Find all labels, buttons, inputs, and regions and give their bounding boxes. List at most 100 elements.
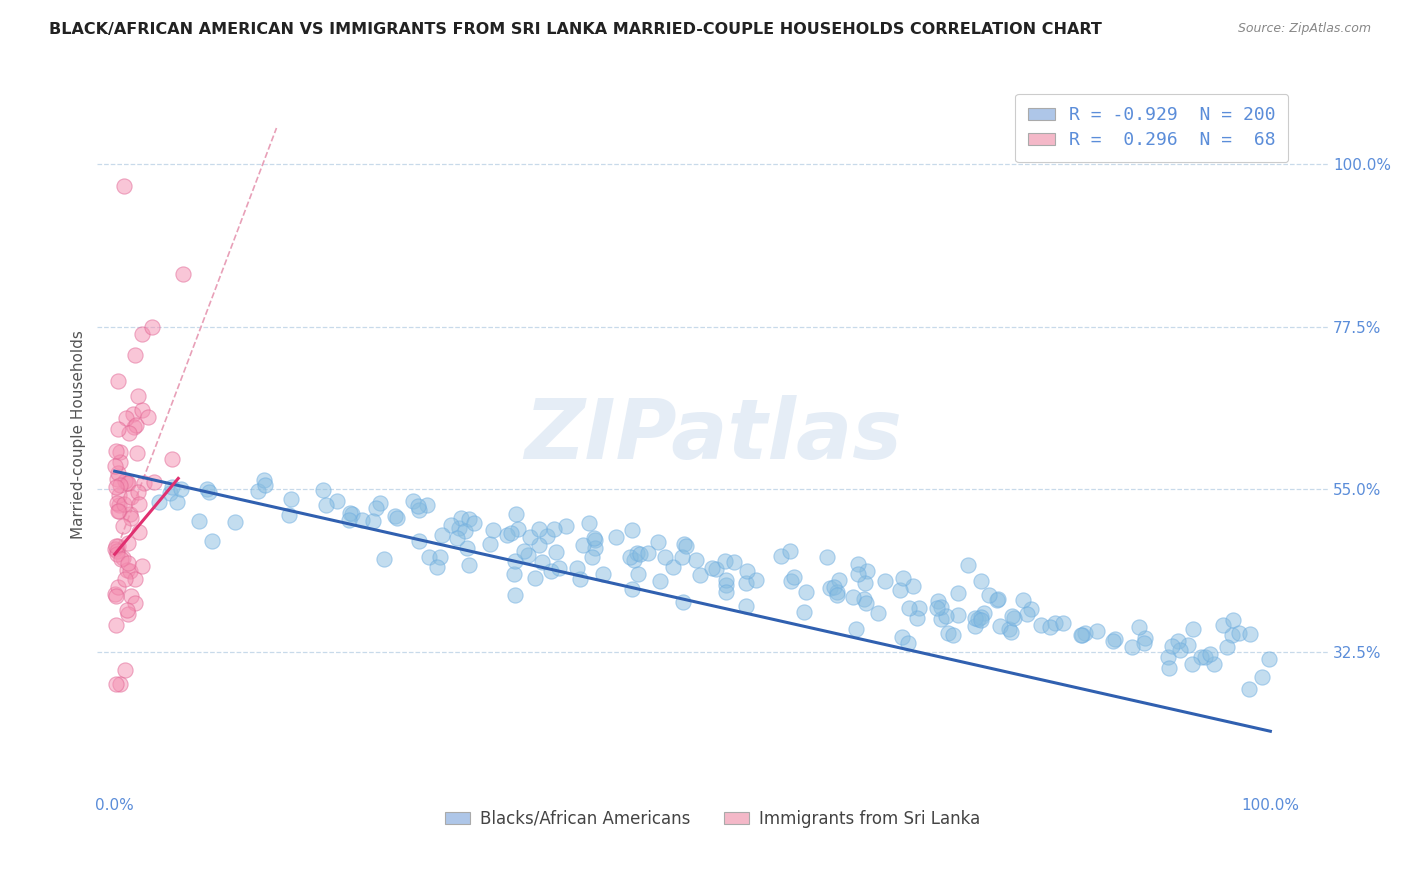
- Point: [1031, 618, 1053, 632]
- Point: [988, 619, 1011, 633]
- Point: [1135, 632, 1157, 646]
- Point: [519, 530, 541, 544]
- Point: [408, 533, 430, 548]
- Point: [114, 572, 136, 586]
- Point: [890, 630, 912, 644]
- Point: [195, 483, 218, 497]
- Point: [1132, 636, 1154, 650]
- Point: [496, 527, 519, 541]
- Point: [956, 558, 979, 572]
- Point: [671, 549, 693, 564]
- Point: [970, 609, 993, 624]
- Point: [503, 566, 526, 581]
- Point: [794, 585, 817, 599]
- Point: [311, 483, 333, 498]
- Point: [478, 537, 501, 551]
- Point: [1070, 627, 1092, 641]
- Point: [457, 558, 479, 572]
- Point: [578, 516, 600, 530]
- Point: [734, 599, 756, 613]
- Point: [111, 551, 134, 566]
- Point: [873, 574, 896, 589]
- Point: [415, 498, 437, 512]
- Point: [253, 478, 276, 492]
- Point: [503, 588, 526, 602]
- Point: [581, 549, 603, 564]
- Point: [970, 574, 993, 588]
- Point: [115, 475, 138, 490]
- Point: [124, 348, 146, 362]
- Point: [704, 562, 727, 576]
- Point: [105, 547, 128, 561]
- Point: [224, 515, 246, 529]
- Point: [853, 591, 876, 606]
- Point: [315, 498, 337, 512]
- Point: [162, 451, 184, 466]
- Point: [1199, 647, 1222, 661]
- Point: [716, 585, 738, 599]
- Point: [482, 523, 505, 537]
- Point: [1017, 607, 1039, 621]
- Point: [661, 559, 683, 574]
- Point: [1251, 670, 1274, 684]
- Point: [117, 603, 139, 617]
- Point: [929, 612, 952, 626]
- Point: [672, 595, 695, 609]
- Point: [117, 475, 139, 490]
- Point: [769, 549, 792, 564]
- Point: [936, 625, 959, 640]
- Point: [384, 509, 406, 524]
- Point: [700, 560, 723, 574]
- Point: [901, 579, 924, 593]
- Point: [1052, 616, 1074, 631]
- Point: [583, 541, 606, 556]
- Point: [1038, 620, 1060, 634]
- Point: [779, 574, 801, 589]
- Point: [430, 527, 453, 541]
- Point: [505, 508, 527, 522]
- Text: Source: ZipAtlas.com: Source: ZipAtlas.com: [1237, 22, 1371, 36]
- Point: [1085, 624, 1108, 638]
- Point: [364, 501, 387, 516]
- Point: [114, 663, 136, 677]
- Point: [815, 550, 838, 565]
- Point: [143, 475, 166, 489]
- Point: [418, 549, 440, 564]
- Point: [1121, 640, 1143, 655]
- Point: [846, 566, 869, 581]
- Point: [429, 549, 451, 564]
- Point: [112, 497, 135, 511]
- Point: [846, 558, 869, 572]
- Point: [339, 507, 361, 521]
- Point: [136, 410, 159, 425]
- Point: [107, 466, 129, 480]
- Point: [503, 554, 526, 568]
- Point: [963, 611, 986, 625]
- Point: [1181, 657, 1204, 672]
- Point: [117, 536, 139, 550]
- Point: [350, 513, 373, 527]
- Point: [160, 480, 183, 494]
- Point: [131, 559, 153, 574]
- Point: [506, 522, 529, 536]
- Point: [115, 411, 138, 425]
- Point: [1001, 609, 1024, 624]
- Point: [637, 546, 659, 560]
- Point: [1102, 633, 1125, 648]
- Point: [1181, 622, 1204, 636]
- Point: [685, 553, 707, 567]
- Point: [104, 458, 127, 473]
- Point: [440, 517, 463, 532]
- Point: [172, 267, 194, 281]
- Point: [907, 601, 929, 615]
- Point: [979, 588, 1001, 602]
- Point: [689, 568, 711, 582]
- Point: [1220, 628, 1243, 642]
- Point: [948, 585, 970, 599]
- Point: [714, 554, 737, 568]
- Point: [866, 606, 889, 620]
- Point: [104, 444, 127, 458]
- Point: [108, 504, 131, 518]
- Point: [127, 484, 149, 499]
- Point: [108, 498, 131, 512]
